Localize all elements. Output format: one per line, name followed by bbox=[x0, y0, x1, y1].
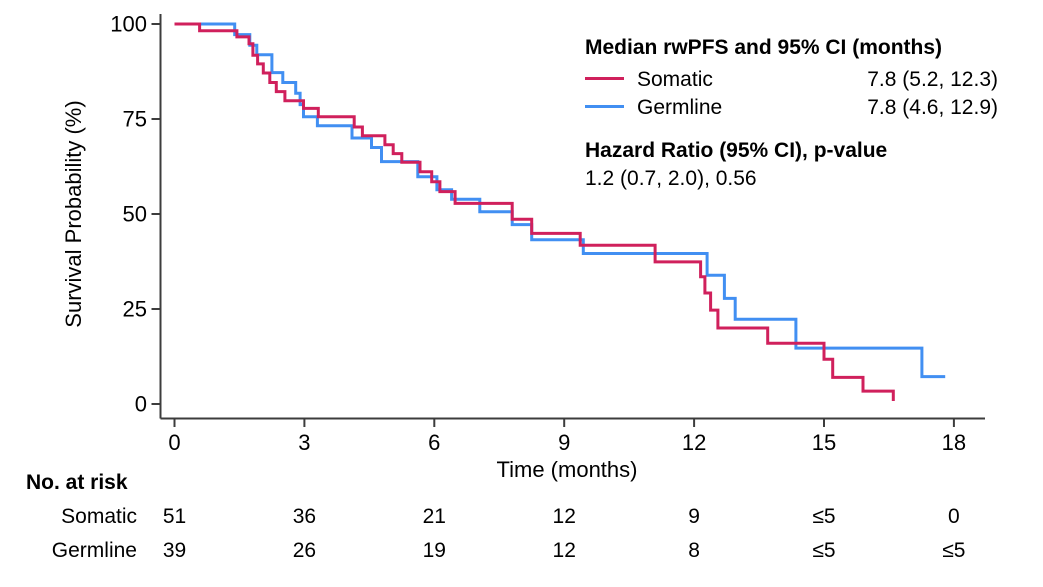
y-tick-label: 25 bbox=[123, 297, 147, 322]
survival-curves bbox=[174, 22, 946, 401]
risk-count: 12 bbox=[553, 539, 576, 562]
risk-row-label: Somatic bbox=[61, 505, 137, 528]
risk-table-rows: Somatic 51 36 21 12 9 ≤5 0 Germline 39 26 19 12 8 ≤5 ≤5 bbox=[52, 505, 966, 562]
x-tick-label: 12 bbox=[682, 430, 706, 455]
risk-count: 36 bbox=[293, 505, 316, 528]
hazard-ratio-title: Hazard Ratio (95% CI), p-value bbox=[585, 139, 887, 162]
risk-count: 8 bbox=[688, 539, 700, 562]
hazard-ratio-value: 1.2 (0.7, 2.0), 0.56 bbox=[585, 167, 757, 190]
y-axis-title: Survival Probability (%) bbox=[61, 100, 86, 327]
x-tick-label: 0 bbox=[168, 430, 180, 455]
risk-count: 9 bbox=[688, 505, 700, 528]
risk-count: 26 bbox=[293, 539, 316, 562]
y-tick-label: 100 bbox=[110, 12, 147, 37]
risk-count: ≤5 bbox=[942, 539, 965, 562]
y-tick-label: 50 bbox=[123, 202, 147, 227]
legend-label-germline: Germline bbox=[637, 96, 722, 119]
x-tick-label: 15 bbox=[812, 430, 836, 455]
risk-table-row-germline: Germline 39 26 19 12 8 ≤5 ≤5 bbox=[52, 539, 966, 562]
risk-count: 21 bbox=[423, 505, 446, 528]
risk-count: 19 bbox=[423, 539, 446, 562]
germline-survival-curve bbox=[174, 22, 946, 379]
somatic-survival-curve bbox=[174, 22, 895, 401]
x-tick-label: 6 bbox=[428, 430, 440, 455]
axes: 0 25 50 75 100 0 3 6 9 12 15 18 bbox=[110, 12, 985, 455]
risk-count: 51 bbox=[163, 505, 186, 528]
germline-median-value: 7.8 (4.6, 12.9) bbox=[867, 96, 998, 119]
risk-table: No. at risk Somatic 51 36 21 12 9 ≤5 0 Germline 3… bbox=[26, 471, 966, 562]
x-tick-label: 9 bbox=[558, 430, 570, 455]
y-tick-label: 0 bbox=[135, 392, 147, 417]
risk-table-header: No. at risk bbox=[26, 471, 128, 494]
risk-count: 0 bbox=[948, 505, 960, 528]
legend-label-somatic: Somatic bbox=[637, 68, 713, 91]
risk-count: ≤5 bbox=[812, 505, 835, 528]
y-tick-label: 75 bbox=[123, 107, 147, 132]
legend-title: Median rwPFS and 95% CI (months) bbox=[585, 36, 942, 59]
x-axis-title: Time (months) bbox=[497, 457, 638, 482]
risk-count: 12 bbox=[553, 505, 576, 528]
legend: Median rwPFS and 95% CI (months) Somatic… bbox=[585, 36, 998, 190]
risk-count: ≤5 bbox=[812, 539, 835, 562]
risk-count: 39 bbox=[163, 539, 186, 562]
x-tick-label: 18 bbox=[942, 430, 966, 455]
risk-table-row-somatic: Somatic 51 36 21 12 9 ≤5 0 bbox=[61, 505, 960, 528]
x-tick-label: 3 bbox=[298, 430, 310, 455]
risk-row-label: Germline bbox=[52, 539, 137, 562]
somatic-median-value: 7.8 (5.2, 12.3) bbox=[867, 68, 998, 91]
